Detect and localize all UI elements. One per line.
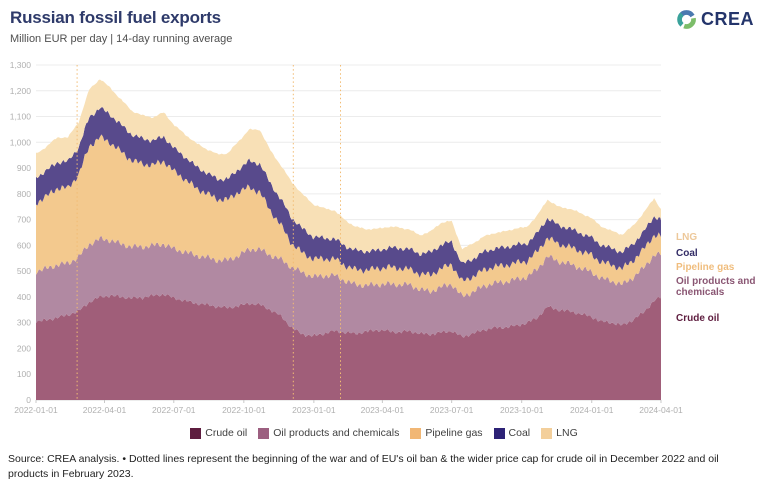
chart-legend: Crude oil Oil products and chemicals Pipel… <box>0 427 768 439</box>
y-axis-tick-label: 600 <box>17 240 31 250</box>
x-axis-tick-label: 2023-07-01 <box>430 405 474 415</box>
area-layer-lng <box>36 79 661 264</box>
y-axis-tick-label: 1,300 <box>10 60 32 70</box>
end-label-pipeline-gas: Pipeline gas <box>676 262 735 273</box>
legend-swatch <box>493 427 505 439</box>
y-axis-tick-label: 100 <box>17 369 31 379</box>
legend-item-pipeline-gas: Pipeline gas <box>410 427 483 439</box>
legend-swatch <box>258 427 270 439</box>
stacked-area-chart: 0 100 200 300 400 500 600 700 800 900 1,000 1,100 1,… <box>0 58 768 418</box>
end-label-coal: Coal <box>676 248 698 259</box>
source-note: Source: CREA analysis. • Dotted lines re… <box>8 453 719 481</box>
y-axis-tick-label: 500 <box>17 266 31 276</box>
y-axis-tick-label: 400 <box>17 292 31 302</box>
y-axis-tick-label: 200 <box>17 343 31 353</box>
y-axis-tick-label: 900 <box>17 163 31 173</box>
legend-label: Crude oil <box>205 427 248 439</box>
legend-label: LNG <box>556 427 578 439</box>
crea-logo: CREA <box>676 9 754 30</box>
end-label-crude-oil: Crude oil <box>676 313 720 324</box>
legend-label: Pipeline gas <box>425 427 483 439</box>
area-layer-coal <box>36 107 661 282</box>
y-axis-tick-label: 1,000 <box>10 137 32 147</box>
x-axis-tick-label: 2023-04-01 <box>361 405 405 415</box>
legend-label: Coal <box>508 427 531 439</box>
y-axis-tick-label: 300 <box>17 318 31 328</box>
y-axis-tick-label: 0 <box>26 395 31 405</box>
page-subtitle: Million EUR per day | 14-day running ave… <box>10 33 233 45</box>
x-axis-tick-label: 2023-10-01 <box>500 405 544 415</box>
area-layer-pipeline-gas <box>36 134 661 298</box>
y-axis-tick-label: 1,200 <box>10 86 32 96</box>
y-axis-tick-label: 800 <box>17 189 31 199</box>
x-axis-tick-label: 2022-10-01 <box>222 405 266 415</box>
x-axis-tick-label: 2023-01-01 <box>292 405 336 415</box>
x-axis-tick-label: 2022-07-01 <box>152 405 196 415</box>
crea-logo-icon <box>677 10 696 29</box>
crea-wordmark: CREA <box>700 9 754 29</box>
x-axis-tick-label: 2024-04-01 <box>639 405 683 415</box>
legend-item-oil-products-and-chemicals: Oil products and chemicals <box>258 427 399 439</box>
y-axis-tick-label: 1,100 <box>10 112 32 122</box>
legend-item-coal: Coal <box>493 427 531 439</box>
end-label-oil-products-and-chemicals: Oil products and chemicals <box>676 276 756 298</box>
x-axis-tick-label: 2022-04-01 <box>83 405 127 415</box>
end-label-lng: LNG <box>676 232 698 243</box>
legend-swatch <box>410 427 422 439</box>
legend-swatch <box>541 427 553 439</box>
page-title: Russian fossil fuel exports <box>10 8 221 27</box>
x-axis-tick-label: 2024-01-01 <box>570 405 614 415</box>
legend-item-lng: LNG <box>541 427 578 439</box>
legend-label: Oil products and chemicals <box>273 427 400 439</box>
x-axis-tick-label: 2022-01-01 <box>14 405 58 415</box>
area-layer-crude-oil <box>36 293 661 400</box>
chart-canvas: 0 100 200 300 400 500 600 700 800 900 1,000 1,100 1,… <box>10 60 683 415</box>
y-axis-tick-label: 700 <box>17 215 31 225</box>
legend-swatch <box>190 427 202 439</box>
legend-item-crude-oil: Crude oil <box>190 427 247 439</box>
area-layer-oil-products-and-chemicals <box>36 235 661 338</box>
